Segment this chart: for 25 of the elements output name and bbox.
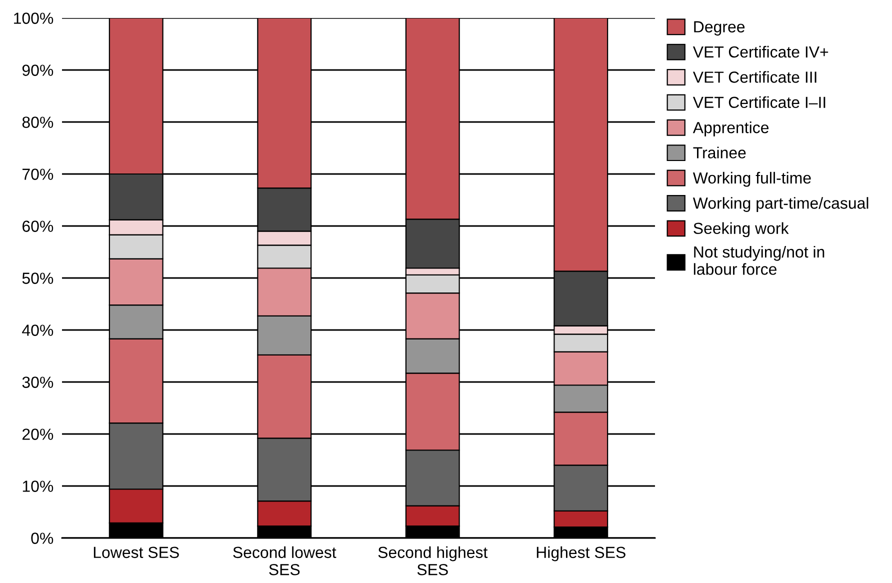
legend-label: VET Certificate III xyxy=(692,71,816,83)
legend-label: Working full-time xyxy=(692,172,811,187)
x-tick-label: Second lowest SES xyxy=(233,546,336,576)
y-tick-label: 0% xyxy=(31,532,54,544)
y-tick-label: 90% xyxy=(22,64,54,76)
legend-label: Apprentice xyxy=(692,121,769,136)
y-tick-label: 20% xyxy=(22,428,54,440)
x-tick-label: Highest SES xyxy=(536,546,626,562)
y-tick-label: 60% xyxy=(22,220,54,232)
y-tick-label: 100% xyxy=(14,12,54,24)
legend-label: Not studying/not in labour force xyxy=(694,246,824,275)
y-tick-label: 10% xyxy=(22,480,54,492)
y-tick-label: 40% xyxy=(22,324,54,336)
legend-label: Working part-time/casual xyxy=(692,197,868,212)
y-tick-label: 70% xyxy=(22,168,54,180)
y-tick-label: 50% xyxy=(22,272,54,284)
legend-label: VET Certificate IV+ xyxy=(692,46,828,58)
x-tick-label: Second highest SES xyxy=(378,546,488,576)
legend-label: VET Certificate I–II xyxy=(692,96,826,108)
y-tick-label: 30% xyxy=(22,376,54,388)
legend-label: Seeking work xyxy=(694,222,789,238)
x-tick-label: Lowest SES xyxy=(94,546,179,558)
legend-label: Degree xyxy=(694,21,745,36)
y-tick-label: 80% xyxy=(22,116,54,128)
legend-label: Trainee xyxy=(693,146,746,158)
